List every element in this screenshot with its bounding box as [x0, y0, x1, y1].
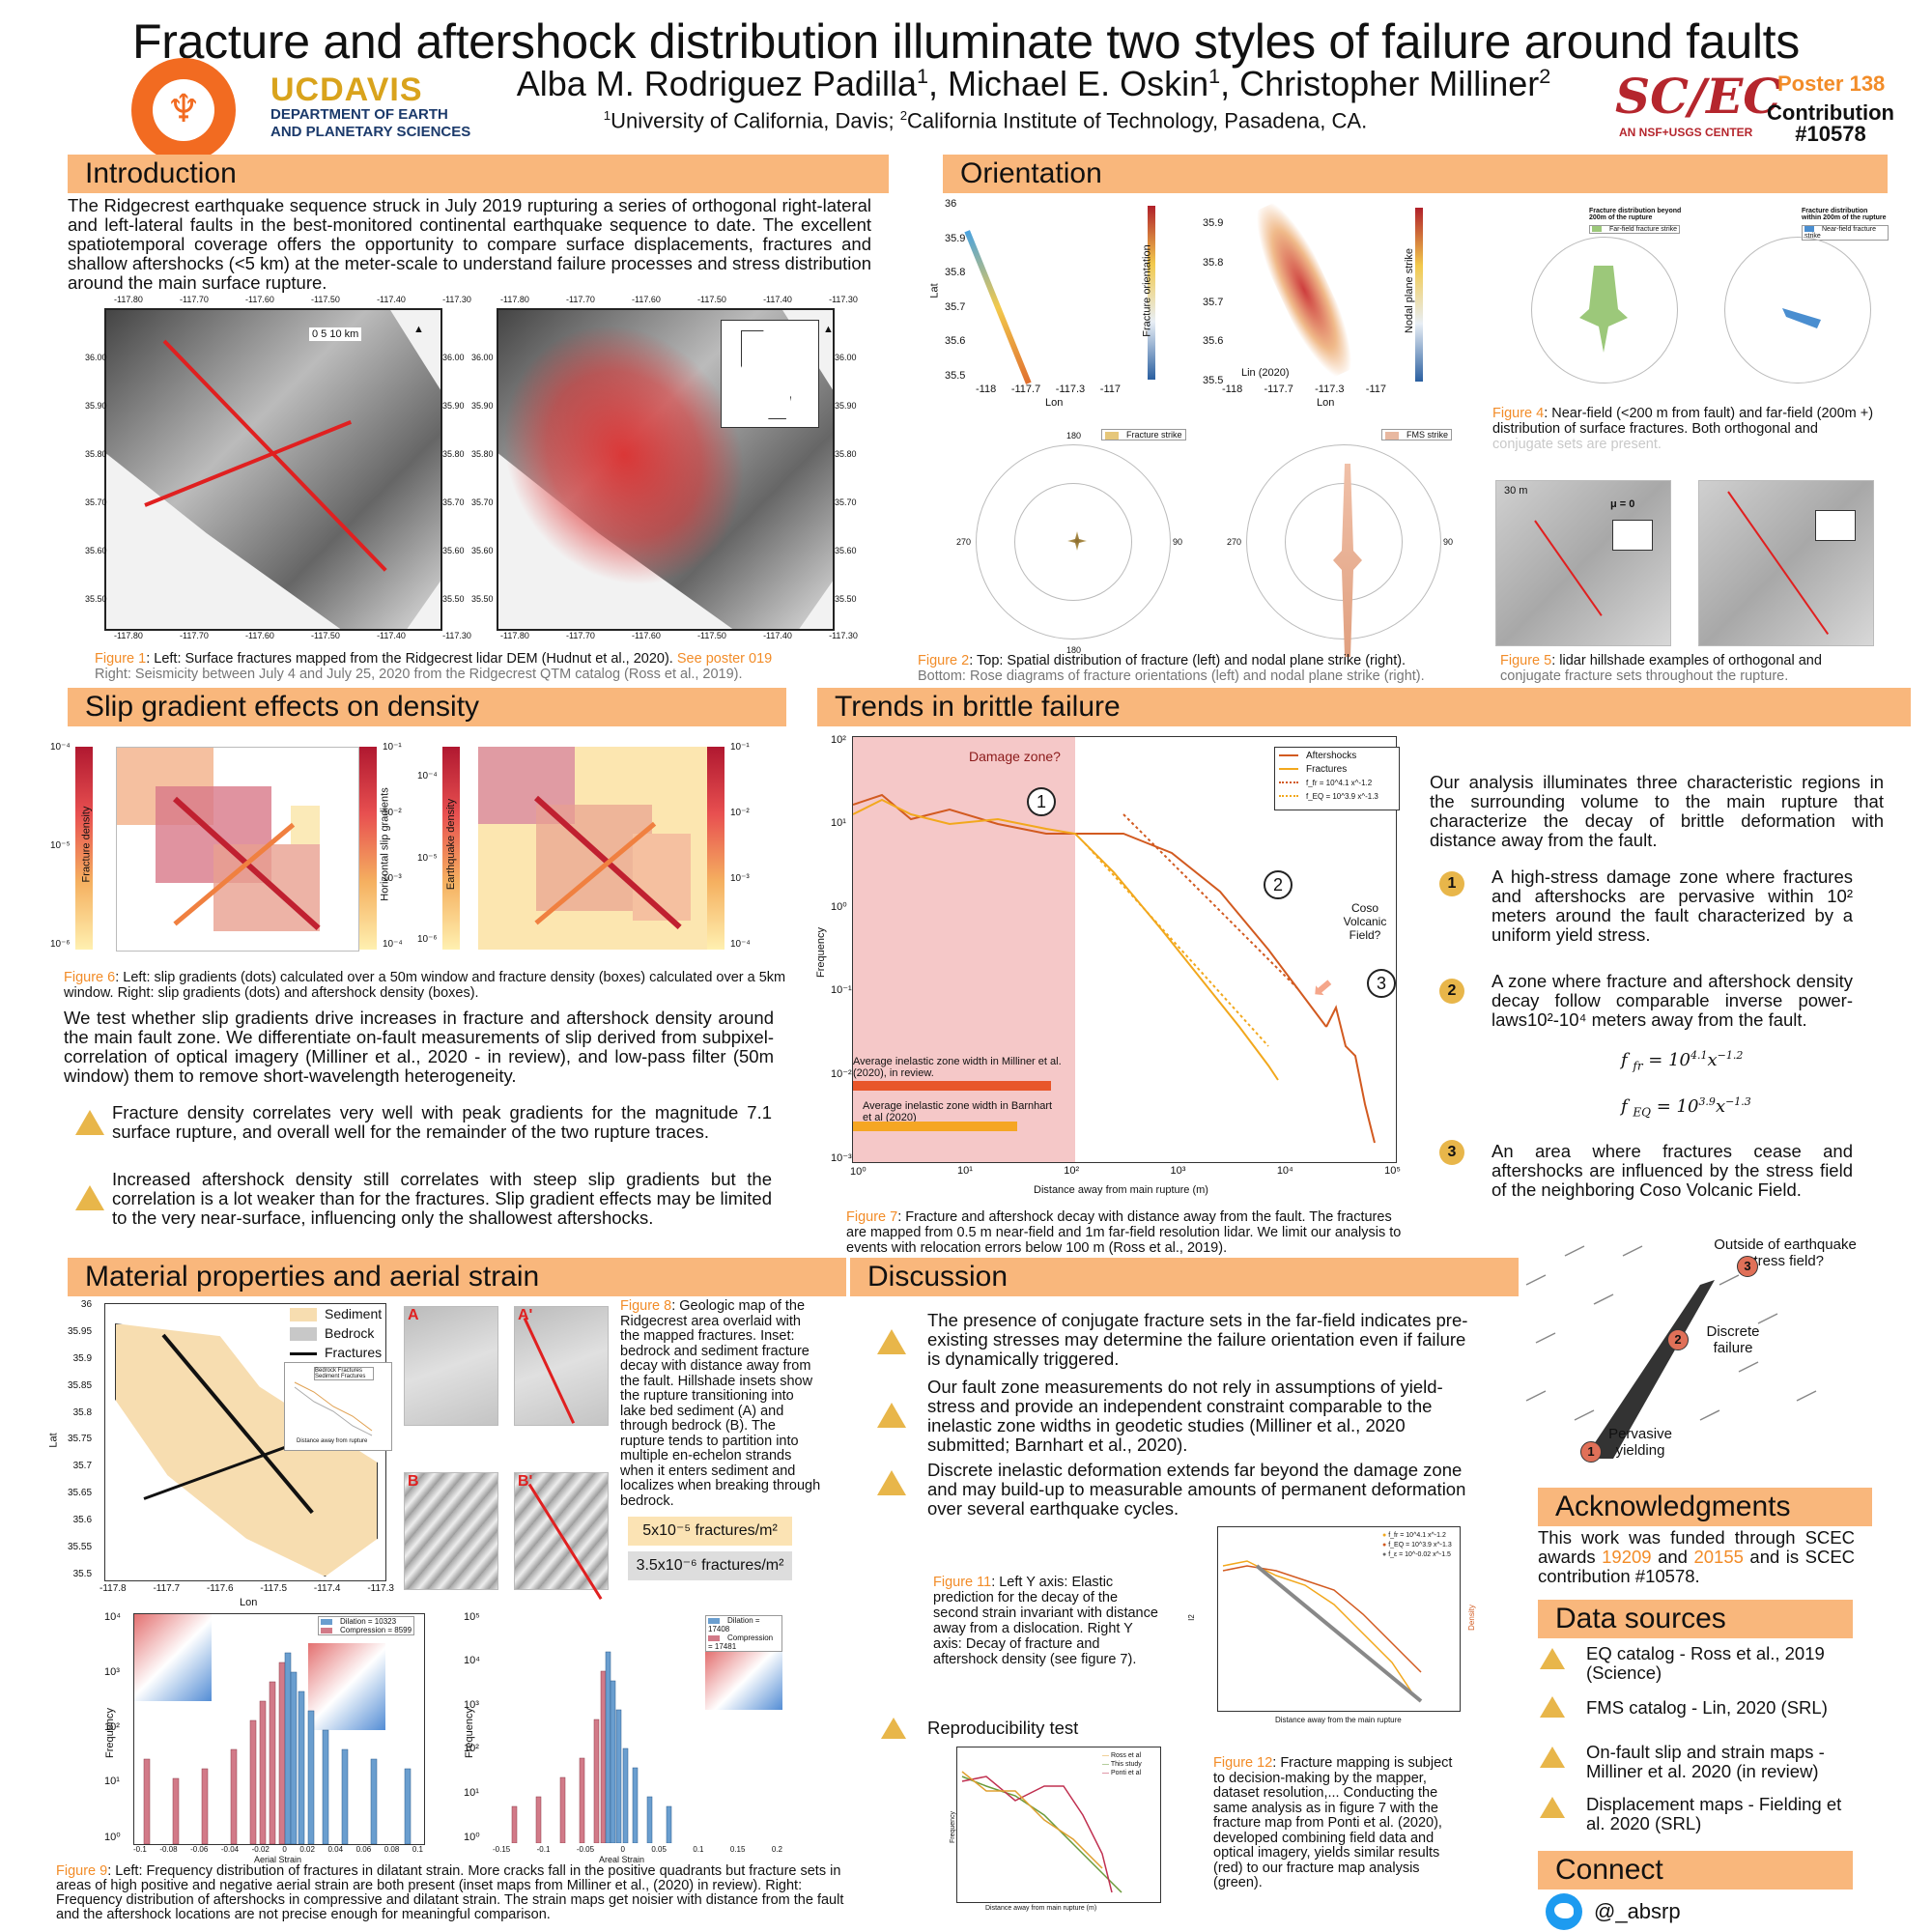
fracture-rose-diagram: Fracture strike 180 270 90 180: [956, 425, 1198, 657]
aerial-strain-histogram: 10⁴ 10³ 10² 10¹ 10⁰ Frequency Dilation = 103…: [85, 1611, 425, 1864]
slip-gradient-text: We test whether slip gradients drive inc…: [64, 1008, 774, 1086]
geology-legend: Sediment Bedrock Fractures: [290, 1304, 382, 1362]
warning-icon: [877, 1403, 906, 1428]
scec-subtitle: AN NSF+USGS CENTER: [1619, 126, 1753, 139]
data-source-2: FMS catalog - Lin, 2020 (SRL): [1586, 1697, 1828, 1718]
data-source-4: Displacement maps - Fielding et al. 2020…: [1586, 1794, 1842, 1833]
fracture-orientation-scatter: 36 35.9 35.8 35.7 35.6 35.5 Lat -118 -117.7 -11…: [927, 198, 1169, 411]
far-field-rose: Fracture distribution beyond 200m of the…: [1502, 208, 1695, 401]
region-3-text: An area where fractures cease and afters…: [1492, 1141, 1853, 1200]
reproducibility-label: Reproducibility test: [927, 1718, 1079, 1738]
data-sources-heading: Data sources: [1538, 1600, 1853, 1638]
decay-inset: Bedrock Fractures Sediment Fractures Dis…: [284, 1362, 392, 1451]
barnhart-zone-label: Average inelastic zone width in Barnhart…: [863, 1100, 1053, 1123]
acknowledgments-heading: Acknowledgments: [1538, 1488, 1872, 1526]
slip-bullet-2: Increased aftershock density still corre…: [112, 1169, 772, 1228]
connect-heading: Connect: [1538, 1851, 1853, 1889]
warning-icon: [1540, 1648, 1565, 1669]
figure-6-caption: Figure 6: Left: slip gradients (dots) ca…: [64, 970, 786, 1001]
slip-gradient-heading: Slip gradient effects on density: [68, 688, 786, 726]
figure-5-caption: Figure 5: lidar hillshade examples of or…: [1500, 653, 1822, 684]
twitter-icon[interactable]: [1546, 1893, 1582, 1930]
data-source-3: On-fault slip and strain maps - Milliner…: [1586, 1742, 1825, 1781]
discussion-bullet-2: Our fault zone measurements do not rely …: [927, 1377, 1443, 1455]
trends-intro: Our analysis illuminates three character…: [1430, 772, 1884, 850]
fms-rose-diagram: FMS strike 270 90: [1227, 425, 1468, 657]
equation-fracture: f fr = 104.1x−1.2: [1621, 1049, 1744, 1073]
warning-icon: [877, 1470, 906, 1495]
hillshade-orthogonal: 30 m μ = 0: [1495, 480, 1671, 646]
north-arrow-icon: ▲: [413, 324, 424, 335]
chart-legend: Aftershocks Fractures f_fr = 10^4.1 x^-1…: [1274, 747, 1400, 810]
scec-logo: SC/EC: [1615, 68, 1782, 125]
seismicity-map: -117.80 -117.70 -117.60 -117.50 -117.40 -117.…: [471, 295, 877, 642]
authors: Alba M. Rodriguez Padilla1, Michael E. O…: [516, 64, 1551, 103]
fracture-density-heatmap: 10⁻⁴ 10⁻⁵ 10⁻⁶ Fracture density 10⁻¹ 10⁻² 10…: [50, 742, 403, 952]
scale-bar: 0 5 10 km: [309, 327, 362, 341]
affiliations: 1University of California, Davis; 2Calif…: [603, 108, 1368, 133]
ucdavis-logo: UCDAVIS: [270, 71, 423, 108]
warning-icon: [75, 1110, 104, 1135]
warning-icon: [1540, 1696, 1565, 1718]
figure-1-caption: Figure 1: Left: Surface fractures mapped…: [95, 651, 773, 682]
warning-icon: [881, 1718, 906, 1739]
nodal-plane-scatter: 35.9 35.8 35.7 35.6 35.5 Lin (2020) -118 -117…: [1203, 196, 1435, 411]
warning-icon: [1540, 1797, 1565, 1818]
failure-schematic: Outside of earthquake stress field? 3 2 …: [1507, 1227, 1874, 1468]
fracture-map: -117.80 -117.70 -117.60 -117.50 -117.40 -117.…: [85, 295, 471, 640]
california-inset: [721, 320, 819, 428]
figure-2-caption: Figure 2: Top: Spatial distribution of f…: [918, 653, 1425, 684]
region-3-marker: 3: [1439, 1140, 1464, 1165]
reproducibility-chart: — Ross et al — This study — Ponti et al …: [937, 1747, 1169, 1920]
introduction-text: The Ridgecrest earthquake sequence struc…: [68, 195, 871, 293]
region-2-text: A zone where fracture and aftershock den…: [1492, 971, 1853, 1030]
hillshade-conjugate: [1698, 480, 1874, 646]
warning-icon: [75, 1185, 104, 1210]
orientation-heading: Orientation: [943, 155, 1888, 193]
discussion-bullet-1: The presence of conjugate fracture sets …: [927, 1310, 1468, 1369]
near-field-rose: Fracture distribution within 200m of the…: [1695, 208, 1889, 401]
material-heading: Material properties and aerial strain: [68, 1258, 846, 1296]
contribution-number: Contribution #10578: [1767, 100, 1894, 146]
sediment-density-tag: 5x10⁻⁵ fractures/m²: [628, 1517, 792, 1546]
barnhart-zone-bar: [853, 1122, 1017, 1131]
decay-chart: 10² 10¹ 10⁰ 10⁻¹ 10⁻² 10⁻³ Frequency Damage z…: [814, 734, 1401, 1196]
region-1-text: A high-stress damage zone where fracture…: [1492, 867, 1853, 945]
trends-heading: Trends in brittle failure: [817, 688, 1911, 726]
hillshade-b: B: [404, 1472, 498, 1590]
figure-12-caption: Figure 12: Fracture mapping is subject t…: [1213, 1755, 1453, 1890]
figure-4-caption: Figure 4: Near-field (<200 m from fault)…: [1492, 406, 1874, 452]
strain-decay-chart: I2 ● f_fr = 10^4.1 x^-1.2 ● f_EQ = 10^3.…: [1187, 1526, 1488, 1748]
hillshade-b-prime: B': [514, 1472, 609, 1601]
poster-019-link[interactable]: See poster 019: [676, 651, 773, 667]
earthquake-density-heatmap: 10⁻⁴ 10⁻⁵ 10⁻⁶ Earthquake density 10⁻¹ 10⁻²…: [417, 742, 751, 950]
areal-strain-histogram: 10⁵ 10⁴ 10³ 10² 10¹ 10⁰ Frequency Dilation = …: [463, 1611, 782, 1864]
bedrock-density-tag: 3.5x10⁻⁶ fractures/m²: [628, 1551, 792, 1580]
caltech-logo: ♆: [131, 58, 236, 162]
equation-aftershock: f EQ = 103.9x−1.3: [1621, 1095, 1751, 1120]
acknowledgments-text: This work was funded through SCEC awards…: [1538, 1527, 1856, 1586]
data-source-1: EQ catalog - Ross et al., 2019 (Science): [1586, 1643, 1825, 1683]
discussion-bullet-3: Discrete inelastic deformation extends f…: [927, 1460, 1466, 1519]
figure-8-caption: Figure 8: Geologic map of the Ridgecrest…: [620, 1298, 821, 1509]
discussion-heading: Discussion: [850, 1258, 1519, 1296]
figure-7-caption: Figure 7: Fracture and aftershock decay …: [846, 1209, 1402, 1256]
region-2-marker: 2: [1439, 979, 1464, 1004]
milliner-zone-label: Average inelastic zone width in Milliner…: [853, 1056, 1062, 1079]
ucdavis-dept: DEPARTMENT OF EARTH AND PLANETARY SCIENCE…: [270, 106, 471, 140]
twitter-handle[interactable]: @_absrp: [1594, 1899, 1681, 1923]
poster-title: Fracture and aftershock distribution ill…: [132, 14, 1800, 69]
hillshade-a: A: [404, 1306, 498, 1426]
poster-number: Poster 138: [1777, 71, 1886, 96]
hillshade-a-prime: A': [514, 1306, 609, 1426]
region-1-marker: 1: [1439, 871, 1464, 896]
warning-icon: [1540, 1747, 1565, 1768]
figure-9-caption: Figure 9: Left: Frequency distribution o…: [56, 1863, 844, 1922]
introduction-heading: Introduction: [68, 155, 889, 193]
figure-11-caption: Figure 11: Left Y axis: Elastic predicti…: [933, 1575, 1158, 1667]
slip-bullet-1: Fracture density correlates very well wi…: [112, 1102, 772, 1142]
warning-icon: [877, 1329, 906, 1354]
milliner-zone-bar: [853, 1081, 1051, 1091]
north-arrow-icon: ▲: [823, 324, 834, 335]
